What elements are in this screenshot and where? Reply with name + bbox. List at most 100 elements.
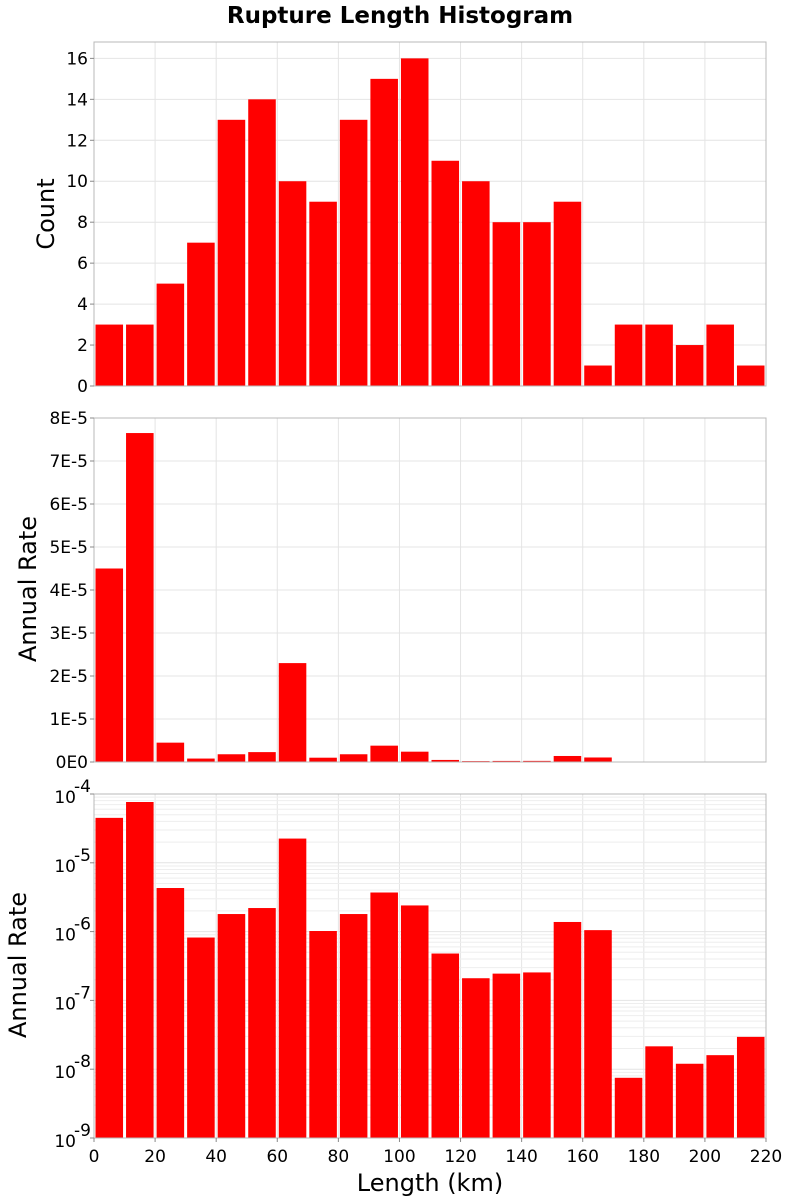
rate-log-xtick-label: 0 xyxy=(89,1147,100,1167)
rate-log-xtick-label: 220 xyxy=(750,1147,782,1167)
rate-log-xtick-label: 40 xyxy=(205,1147,227,1167)
rate-log-bar xyxy=(309,931,337,1138)
rate-log-bar xyxy=(400,905,429,1138)
count-bar xyxy=(309,201,337,386)
count-bar xyxy=(248,99,276,386)
rate-linear-bar xyxy=(95,568,124,762)
rate-log-bar xyxy=(462,978,490,1138)
rate-log-bar xyxy=(736,1036,765,1138)
count-axis-label: Count xyxy=(32,178,60,249)
count-bar xyxy=(675,345,704,386)
count-bar xyxy=(339,119,368,387)
rate-log-ytick-exponent: -5 xyxy=(74,846,91,866)
rate-log-bar xyxy=(126,802,154,1138)
rate-linear-bar xyxy=(126,433,154,762)
rate-log-bar xyxy=(523,972,551,1138)
rate-linear-ytick-label: 6E-5 xyxy=(49,495,88,515)
rate-log-xtick-label: 100 xyxy=(383,1147,415,1167)
annual-rate-linear-panel: 0E0 1E-5 2E-5 3E-5 4E-5 5E-5 6E-5 7E-5 8E-5 xyxy=(49,409,767,773)
rate-log-ytick-exponent: -6 xyxy=(74,915,91,935)
annual-rate-linear-axis-label: Annual Rate xyxy=(14,516,42,662)
count-ytick-label: 4 xyxy=(77,295,88,315)
chart-title: Rupture Length Histogram xyxy=(227,3,573,29)
rate-linear-bar xyxy=(156,742,185,762)
count-ytick-label: 12 xyxy=(66,131,88,151)
rate-log-ytick-label: 10 xyxy=(54,994,76,1014)
rate-linear-bar xyxy=(431,759,460,762)
rate-log-bar xyxy=(492,973,521,1138)
rate-log-xtick-label: 60 xyxy=(266,1147,288,1167)
rate-log-ytick-exponent: -9 xyxy=(74,1121,91,1141)
rate-log-xtick-label: 140 xyxy=(505,1147,537,1167)
count-bar xyxy=(400,58,429,386)
count-bar xyxy=(736,365,765,386)
rate-linear-bar xyxy=(492,760,521,762)
rate-log-ytick-label: 10 xyxy=(54,1132,76,1152)
rate-linear-ytick-label: 4E-5 xyxy=(49,581,88,601)
count-bar xyxy=(217,119,246,387)
rate-linear-bar xyxy=(523,760,551,762)
count-bar xyxy=(492,222,521,386)
annual-rate-log-axis-label: Annual Rate xyxy=(4,892,32,1038)
rate-linear-bar xyxy=(553,755,582,762)
count-bar xyxy=(462,181,490,386)
rate-linear-ytick-label: 3E-5 xyxy=(49,624,88,644)
rate-linear-ytick-label: 8E-5 xyxy=(49,409,88,429)
rate-log-bar xyxy=(584,930,612,1138)
rate-linear-bar xyxy=(339,754,368,762)
rate-log-bar xyxy=(95,817,124,1138)
count-bar xyxy=(126,324,154,386)
rate-log-ytick-exponent: -4 xyxy=(74,777,91,797)
rate-linear-ytick-label: 2E-5 xyxy=(49,667,88,687)
count-bar xyxy=(523,222,551,386)
rate-log-bar xyxy=(187,937,215,1138)
rate-linear-ytick-label: 1E-5 xyxy=(49,710,88,730)
rate-log-bar xyxy=(553,921,582,1138)
rate-log-xtick-label: 20 xyxy=(144,1147,166,1167)
count-ytick-label: 6 xyxy=(77,254,88,274)
rate-linear-bar xyxy=(217,754,246,762)
count-ytick-label: 0 xyxy=(77,377,88,397)
rate-log-ytick-label: 10 xyxy=(54,926,76,946)
rate-log-ytick-label: 10 xyxy=(54,857,76,877)
rate-linear-bar xyxy=(400,751,429,762)
count-plot-frame xyxy=(93,41,767,387)
rate-log-xtick-label: 80 xyxy=(328,1147,350,1167)
rate-log-ytick-label: 10 xyxy=(54,788,76,808)
count-bar xyxy=(553,201,582,386)
count-ytick-label: 2 xyxy=(77,336,88,356)
rate-log-xtick-label: 180 xyxy=(628,1147,660,1167)
rate-log-ytick-exponent: -8 xyxy=(74,1052,91,1072)
rate-log-bar xyxy=(370,892,398,1138)
count-bar xyxy=(156,283,185,386)
rate-linear-bar xyxy=(248,752,276,762)
rate-log-bar xyxy=(706,1055,734,1138)
rate-log-ytick-label: 10 xyxy=(54,1063,76,1083)
count-bar xyxy=(645,324,673,386)
rate-log-bar xyxy=(431,953,460,1138)
count-bar xyxy=(706,324,734,386)
rate-linear-bar xyxy=(309,757,337,762)
annual-rate-log-panel: 10-910-810-710-610-510-40 20 40 60 80 100 120 1… xyxy=(54,777,782,1167)
rate-log-bar xyxy=(248,908,276,1138)
count-bar xyxy=(370,78,398,386)
count-bar xyxy=(278,181,307,386)
rate-linear-bar xyxy=(370,745,398,762)
rate-log-bar xyxy=(339,914,368,1138)
count-bar xyxy=(95,324,124,386)
count-ytick-label: 10 xyxy=(66,172,88,192)
count-bar xyxy=(614,324,643,386)
rate-log-bar xyxy=(217,914,246,1138)
rate-linear-bar xyxy=(584,757,612,762)
count-ytick-label: 14 xyxy=(66,90,88,110)
rate-log-bar xyxy=(156,888,185,1138)
rate-log-bar xyxy=(614,1077,643,1138)
rate-linear-ytick-label: 5E-5 xyxy=(49,538,88,558)
rate-linear-ytick-label: 0E0 xyxy=(56,753,88,773)
count-ytick-label: 8 xyxy=(77,213,88,233)
x-axis-label: Length (km) xyxy=(357,1169,503,1197)
rate-log-bar xyxy=(278,838,307,1138)
count-panel: 0 2 4 6 8 10 12 14 16 xyxy=(66,41,767,397)
count-ytick-label: 16 xyxy=(66,49,88,69)
